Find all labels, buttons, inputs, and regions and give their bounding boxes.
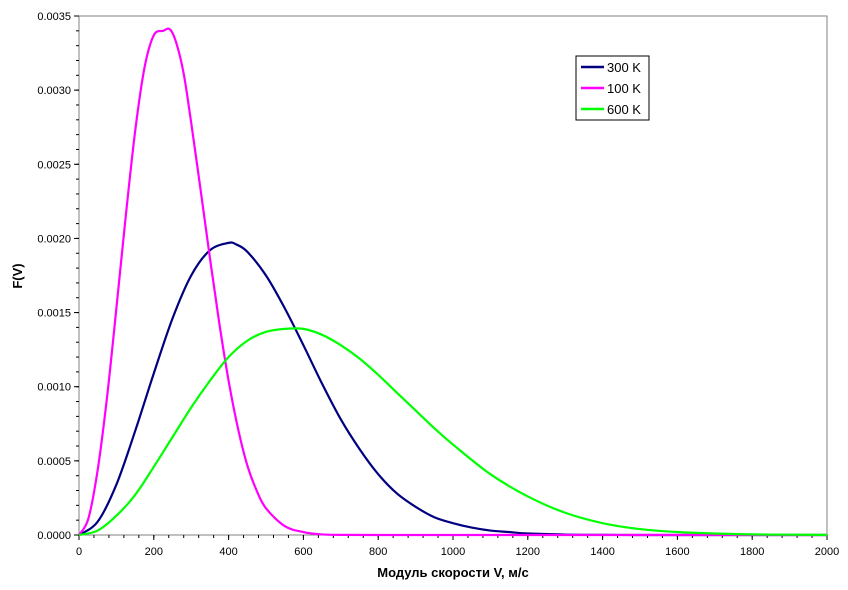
- x-tick-label: 1400: [590, 546, 614, 558]
- x-tick-label: 1800: [740, 546, 764, 558]
- legend-label-0: 300 K: [607, 60, 641, 75]
- y-tick-label: 0.0000: [37, 530, 71, 542]
- y-tick-label: 0.0030: [37, 85, 71, 97]
- series-lines: [78, 27, 828, 537]
- y-tick-label: 0.0015: [37, 308, 71, 320]
- legend: 300 K 100 K 600 K: [575, 55, 650, 121]
- x-tick-label: 1200: [516, 546, 540, 558]
- series-line-1: [78, 27, 827, 537]
- y-axis-title: F(V): [10, 263, 25, 288]
- x-tick-label: 400: [219, 546, 237, 558]
- x-tick-label: 0: [76, 546, 82, 558]
- series-line-2: [78, 327, 828, 537]
- y-axis: 0.0000 0.0005 0.0010 0.0015 0.0020 0.0025 0.00…: [37, 11, 79, 542]
- legend-label-2: 600 K: [607, 102, 641, 117]
- y-tick-label: 0.0035: [37, 11, 71, 23]
- x-tick-label: 600: [294, 546, 312, 558]
- y-tick-label: 0.0010: [37, 382, 71, 394]
- x-tick-label: 2000: [815, 546, 839, 558]
- x-tick-label: 200: [145, 546, 163, 558]
- x-tick-label: 1600: [665, 546, 689, 558]
- x-tick-label: 800: [369, 546, 387, 558]
- x-tick-label: 1000: [441, 546, 465, 558]
- y-tick-label: 0.0025: [37, 159, 71, 171]
- y-tick-label: 0.0020: [37, 233, 71, 245]
- legend-label-1: 100 K: [607, 81, 641, 96]
- plot-area: [78, 15, 828, 536]
- y-tick-label: 0.0005: [37, 456, 71, 468]
- x-axis-title: Модуль скорости V, м/с: [377, 565, 529, 580]
